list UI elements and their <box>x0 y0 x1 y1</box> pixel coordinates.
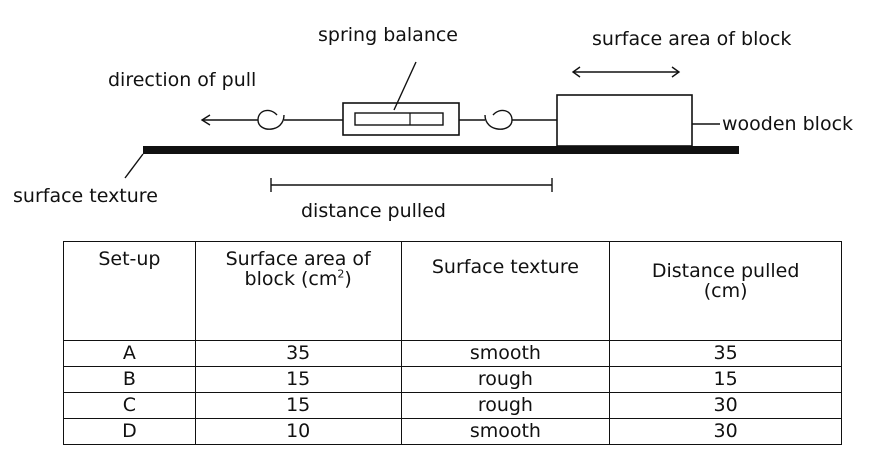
surface-texture-leader <box>124 153 144 179</box>
cell-texture: smooth <box>400 340 611 367</box>
setup-table: Set-up Surface area of block (cm2) Surfa… <box>63 241 842 445</box>
spring-balance-window <box>354 112 444 126</box>
cell-area: 10 <box>194 418 402 445</box>
table-row: B 15 rough 15 <box>63 366 842 393</box>
surface-bar <box>143 146 739 154</box>
cell-setup: A <box>63 340 196 367</box>
cell-texture: smooth <box>400 418 611 445</box>
cell-texture: rough <box>400 366 611 393</box>
spring-balance-label: spring balance <box>318 24 458 46</box>
cell-area: 15 <box>194 366 402 393</box>
cell-setup: C <box>63 392 196 419</box>
cell-distance: 30 <box>609 392 842 419</box>
right-hook <box>484 109 513 130</box>
header-distance-pulled: Distance pulled (cm) <box>609 241 842 341</box>
surface-area-label: surface area of block <box>592 28 792 50</box>
header-surface-area: Surface area of block (cm2) <box>194 241 402 341</box>
cell-setup: D <box>63 418 196 445</box>
table-header-row: Set-up Surface area of block (cm2) Surfa… <box>63 241 842 341</box>
left-hook <box>257 109 285 130</box>
header-surface-texture: Surface texture <box>400 241 611 341</box>
cell-area: 15 <box>194 392 402 419</box>
cell-area: 35 <box>194 340 402 367</box>
header-setup: Set-up <box>63 241 196 341</box>
table-row: D 10 smooth 30 <box>63 418 842 445</box>
distance-pulled-label: distance pulled <box>301 200 446 222</box>
cell-distance: 30 <box>609 418 842 445</box>
surface-area-arrow <box>571 66 681 78</box>
wooden-block <box>556 94 693 147</box>
direction-of-pull-arrow <box>200 114 258 126</box>
cell-distance: 15 <box>609 366 842 393</box>
direction-of-pull-label: direction of pull <box>108 69 257 91</box>
surface-texture-label: surface texture <box>13 185 158 207</box>
table-row: A 35 smooth 35 <box>63 340 842 367</box>
table-row: C 15 rough 30 <box>63 392 842 419</box>
apparatus-diagram <box>124 61 739 192</box>
cell-distance: 35 <box>609 340 842 367</box>
distance-pulled-bracket <box>270 178 553 192</box>
cell-texture: rough <box>400 392 611 419</box>
cell-setup: B <box>63 366 196 393</box>
wooden-block-label: wooden block <box>722 113 854 135</box>
spring-balance-leader <box>393 61 417 111</box>
